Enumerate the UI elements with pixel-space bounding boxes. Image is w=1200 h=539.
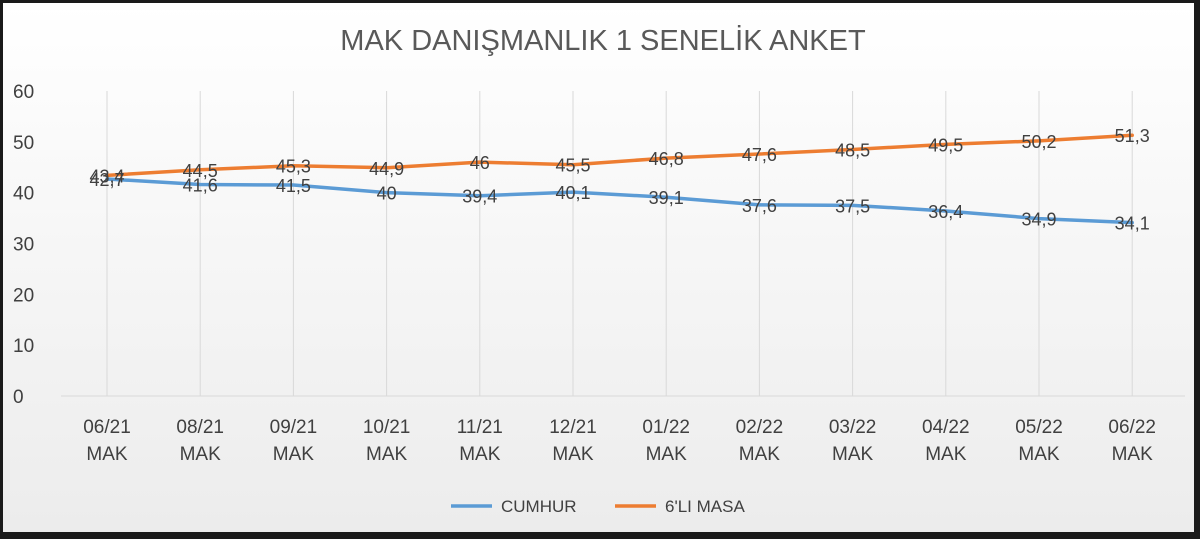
x-axis: 06/21 MAK 08/21 MAK 09/21 MAK 10/21 MAK 11/21 MAK… (83, 417, 1156, 465)
line-chart: MAK DANIŞMANLIK 1 SENELİK ANKET 0 10 20 30 4… (3, 3, 1194, 532)
chart-background (3, 3, 1194, 532)
data-label: 39,1 (649, 188, 684, 208)
x-tick-label: 03/22 MAK (829, 417, 877, 465)
data-label: 34,9 (1021, 210, 1056, 230)
y-tick-label: 30 (13, 235, 34, 256)
data-label: 43,4 (89, 166, 124, 186)
data-label: 48,5 (835, 140, 870, 160)
x-tick-label: 05/22 MAK (1015, 417, 1063, 465)
gridlines (61, 91, 1185, 397)
x-tick-label: 06/21 MAK (83, 417, 131, 465)
data-label: 50,2 (1021, 132, 1056, 152)
data-label: 34,1 (1115, 214, 1150, 234)
y-tick-label: 50 (13, 133, 34, 154)
data-label: 44,9 (369, 159, 404, 179)
data-label: 37,5 (835, 196, 870, 216)
data-label: 42,7 (89, 170, 124, 190)
x-tick-label: 02/22 MAK (736, 417, 784, 465)
y-axis: 0 10 20 30 40 50 60 (13, 82, 34, 408)
x-tick-label: 12/21 MAK (549, 417, 597, 465)
data-label: 40,1 (555, 183, 590, 203)
data-label: 46 (470, 153, 490, 173)
series-line-cumhur (105, 177, 1134, 225)
x-tick-label: 11/21 MAK (457, 417, 503, 465)
data-label: 45,3 (276, 157, 311, 177)
series-lines (105, 133, 1134, 225)
series-line-masa (105, 133, 1134, 178)
data-label: 41,5 (276, 176, 311, 196)
chart-frame: MAK DANIŞMANLIK 1 SENELİK ANKET 0 10 20 30 4… (3, 3, 1194, 532)
y-tick-label: 0 (13, 387, 24, 408)
data-label: 41,6 (183, 176, 218, 196)
data-label: 44,5 (183, 161, 218, 181)
data-label: 36,4 (928, 202, 963, 222)
x-tick-label: 10/21 MAK (363, 417, 411, 465)
data-label: 46,8 (649, 149, 684, 169)
data-label: 40 (377, 184, 397, 204)
x-tick-label: 06/22 MAK (1108, 417, 1156, 465)
legend: CUMHUR 6'LI MASA (451, 497, 745, 516)
legend-label: CUMHUR (501, 497, 577, 516)
data-label: 37,6 (742, 196, 777, 216)
y-tick-label: 10 (13, 336, 34, 357)
chart-title: MAK DANIŞMANLIK 1 SENELİK ANKET (340, 24, 866, 57)
data-label: 47,6 (742, 145, 777, 165)
data-label: 39,4 (462, 187, 497, 207)
y-tick-label: 60 (13, 82, 34, 103)
y-tick-label: 40 (13, 184, 34, 205)
data-labels: 42,7 41,6 41,5 40 39,4 40,1 39,1 37,6 37,5 36,4 34… (89, 126, 1149, 233)
y-tick-label: 20 (13, 285, 34, 306)
data-label: 51,3 (1115, 126, 1150, 146)
x-tick-label: 08/21 MAK (176, 417, 224, 465)
data-label: 45,5 (555, 156, 590, 176)
x-tick-label: 09/21 MAK (270, 417, 318, 465)
x-tick-label: 04/22 MAK (922, 417, 970, 465)
x-tick-label: 01/22 MAK (642, 417, 690, 465)
data-label: 49,5 (928, 135, 963, 155)
legend-label: 6'LI MASA (665, 497, 745, 516)
